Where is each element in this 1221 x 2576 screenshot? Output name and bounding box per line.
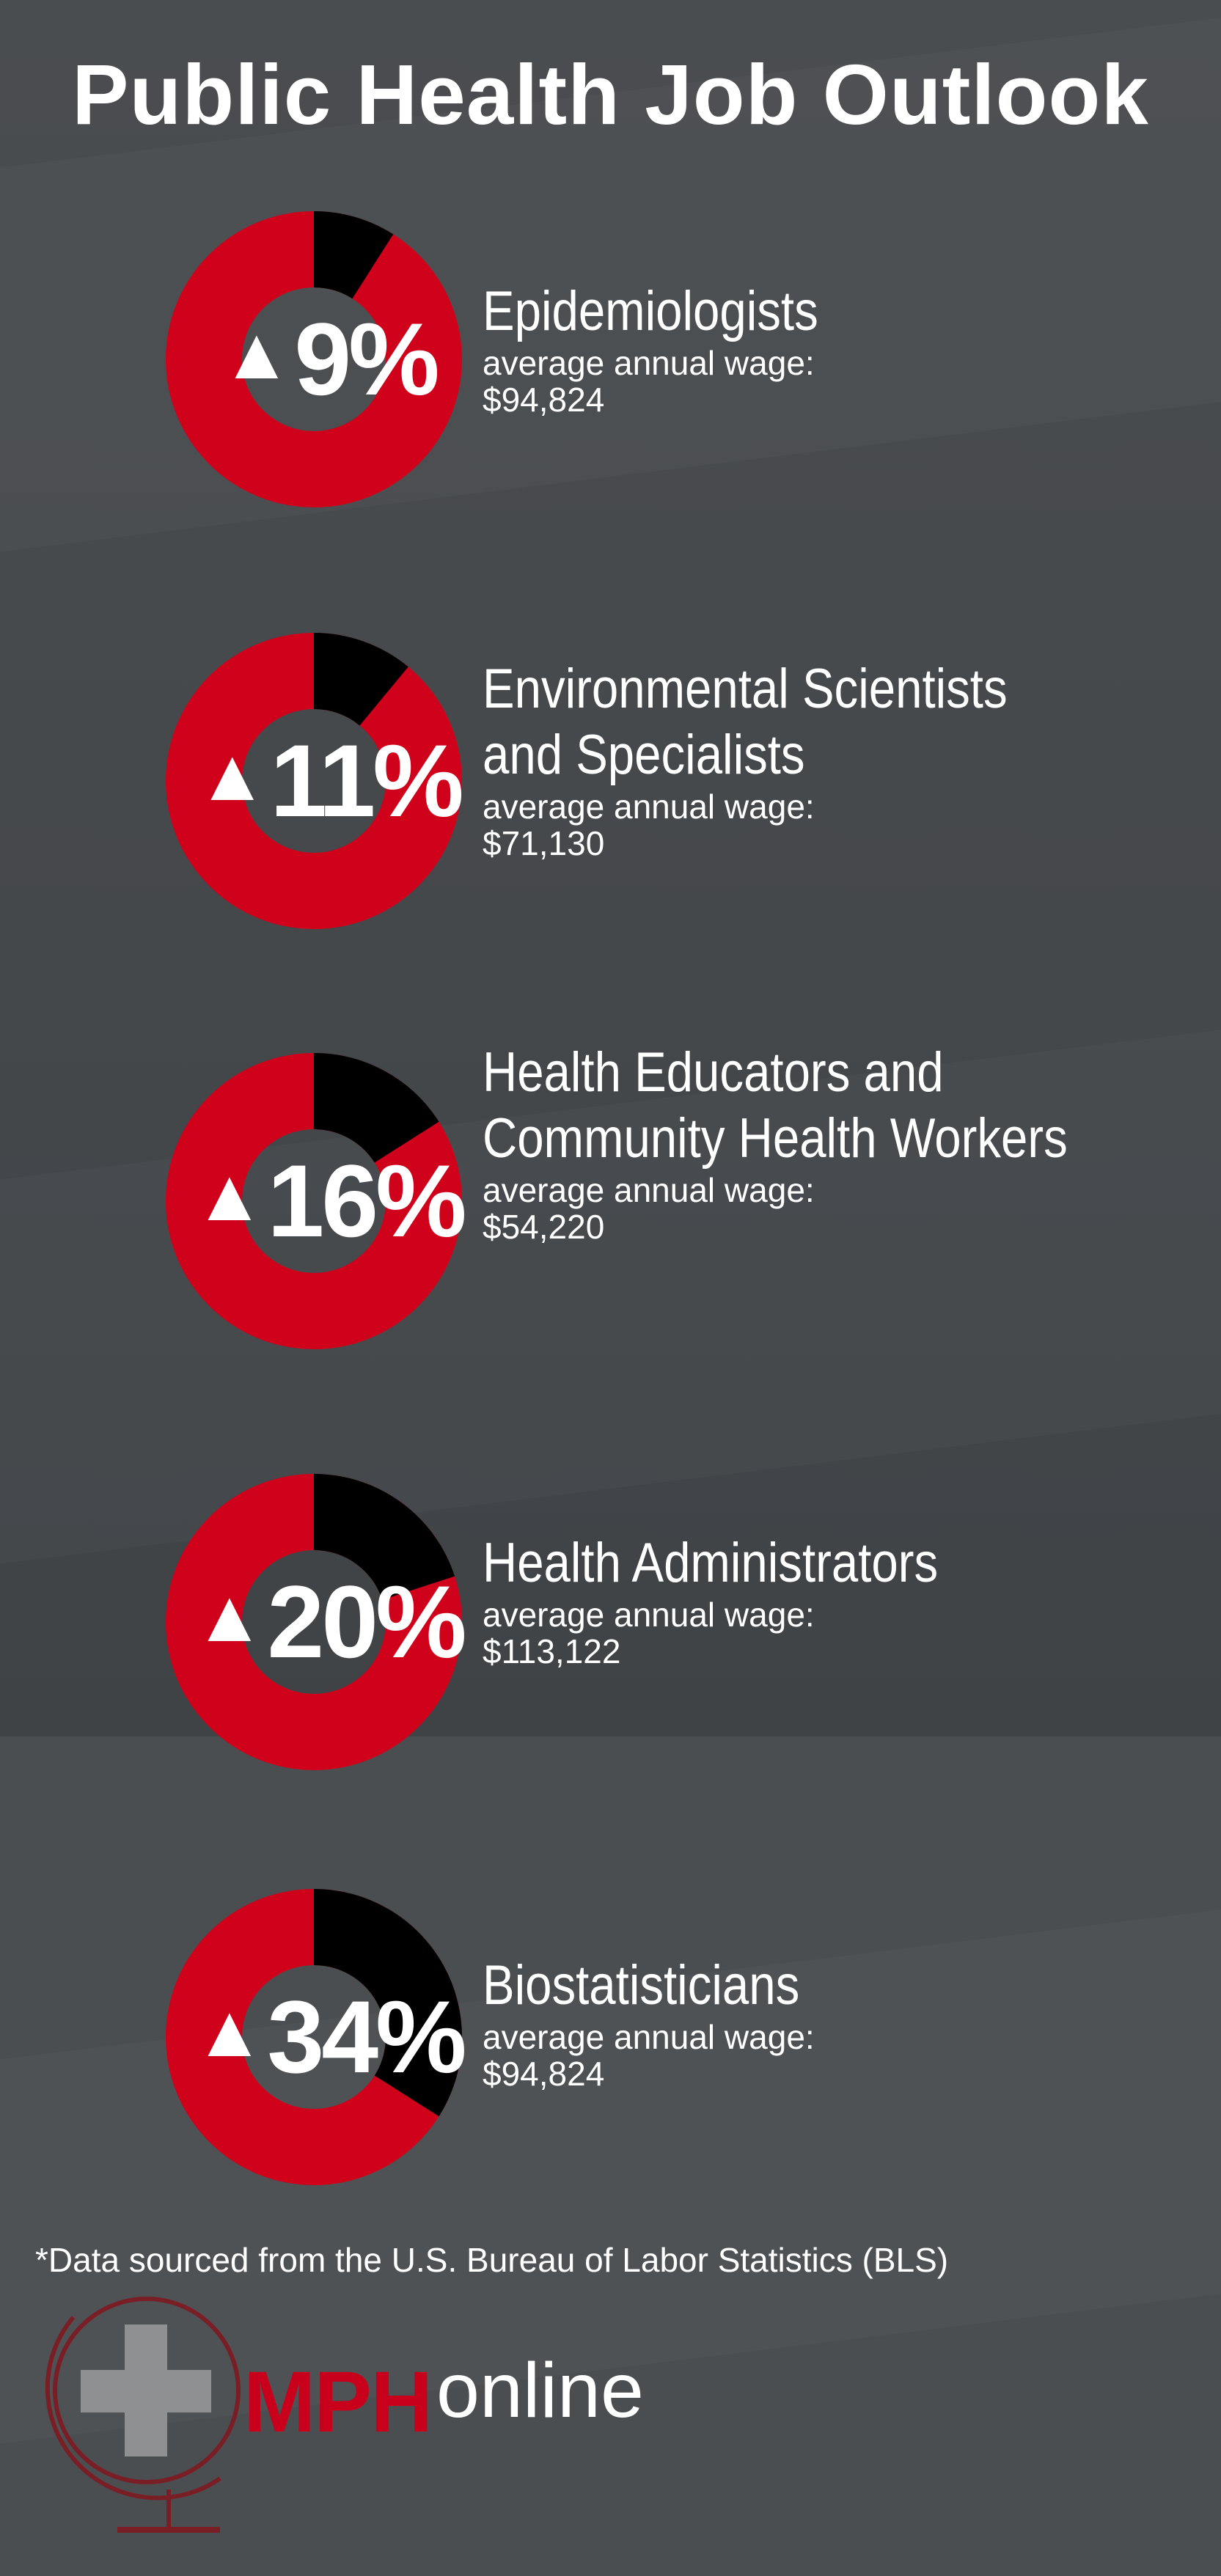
job-title: Epidemiologists xyxy=(483,280,818,342)
mph-online-logo: MPH online xyxy=(29,2288,689,2552)
growth-percentage: ▲ 20% xyxy=(193,1556,466,1688)
donut-chart xyxy=(166,633,462,929)
growth-value: 16% xyxy=(267,1143,466,1258)
growth-percentage: ▲ 16% xyxy=(193,1135,466,1267)
growth-value: 34% xyxy=(267,1979,466,2094)
triangle-up-icon: ▲ xyxy=(220,312,293,395)
growth-value: 9% xyxy=(294,301,439,417)
job-row-biostatisticians: ▲ 34% Biostatisticians average annual wag… xyxy=(0,1883,1221,2191)
donut-slice xyxy=(312,1053,439,1164)
job-info: Health Administrators average annual wag… xyxy=(483,1530,1143,1670)
donut-chart xyxy=(166,1474,462,1770)
job-info: Environmental Scientists and Specialists… xyxy=(483,656,1143,862)
growth-value: 11% xyxy=(270,723,463,838)
donut-chart xyxy=(166,211,462,507)
job-row-epidemiologists: ▲ 9% Epidemiologists average annual wage:… xyxy=(0,205,1221,513)
growth-value: 20% xyxy=(267,1564,466,1679)
donut-slice xyxy=(312,1474,455,1601)
background-bottom xyxy=(0,1736,1221,2576)
logo-online-text: online xyxy=(436,2347,644,2434)
job-info: Biostatisticians average annual wage: $9… xyxy=(483,1953,1143,2092)
data-source-footnote: *Data sourced from the U.S. Bureau of La… xyxy=(35,2241,949,2279)
globe-cross-icon xyxy=(45,2297,241,2533)
growth-percentage: ▲ 11% xyxy=(196,715,463,847)
donut-slice xyxy=(312,211,394,300)
wage-value: $94,824 xyxy=(483,2055,605,2093)
logo-mph-text: MPH xyxy=(243,2354,433,2451)
wage-label: average annual wage: xyxy=(483,1171,815,1209)
donut-slice xyxy=(312,1889,462,2117)
job-title-line: and Specialists xyxy=(483,724,805,786)
donut-chart xyxy=(166,1889,462,2185)
job-title: Health Administrators xyxy=(483,1532,939,1594)
wage-label: average annual wage: xyxy=(483,1596,815,1634)
wage-label: average annual wage: xyxy=(483,788,815,826)
job-row-environmental-scientists: ▲ 11% Environmental Scientists and Specia… xyxy=(0,627,1221,935)
donut-chart xyxy=(166,1053,462,1349)
job-title-line: Health Educators and xyxy=(483,1041,944,1104)
triangle-up-icon: ▲ xyxy=(196,733,269,816)
triangle-up-icon: ▲ xyxy=(193,1153,266,1236)
triangle-up-icon: ▲ xyxy=(193,1989,266,2072)
wage-label: average annual wage: xyxy=(483,344,815,382)
growth-percentage: ▲ 9% xyxy=(197,293,461,425)
job-info: Health Educators and Community Health Wo… xyxy=(483,1040,1143,1245)
wage-value: $71,130 xyxy=(483,824,605,862)
job-title-line: Environmental Scientists xyxy=(483,658,1008,720)
job-row-health-administrators: ▲ 20% Health Administrators average annua… xyxy=(0,1468,1221,1776)
page-title: Public Health Job Outlook xyxy=(72,47,1149,142)
wage-label: average annual wage: xyxy=(483,2018,815,2056)
job-title: Biostatisticians xyxy=(483,1954,800,2017)
wage-value: $94,824 xyxy=(483,381,605,419)
job-title-line: Community Health Workers xyxy=(483,1107,1068,1170)
triangle-up-icon: ▲ xyxy=(193,1574,266,1657)
wage-value: $113,122 xyxy=(483,1632,621,1670)
job-row-health-educators: ▲ 16% Health Educators and Community Heal… xyxy=(0,1041,1221,1355)
job-info: Epidemiologists average annual wage: $94… xyxy=(483,279,1143,418)
donut-slice xyxy=(312,633,408,727)
growth-percentage: ▲ 34% xyxy=(193,1971,466,2103)
wage-value: $54,220 xyxy=(483,1208,605,1246)
